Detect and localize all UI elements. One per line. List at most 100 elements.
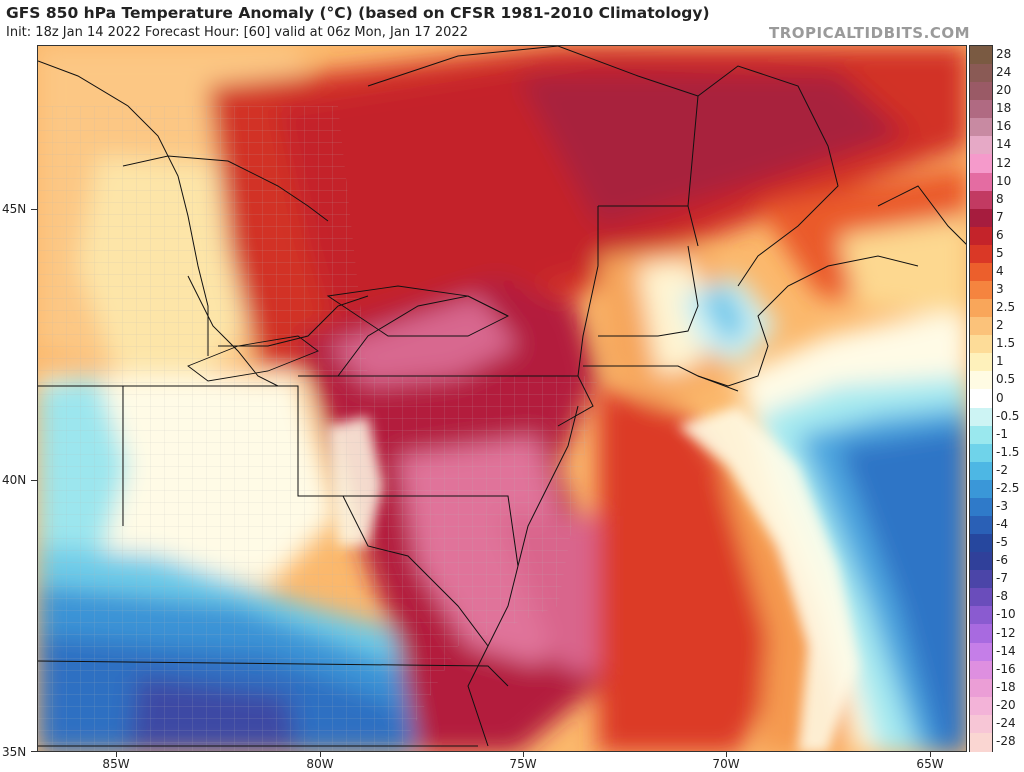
colorbar-label: 2.5 xyxy=(996,300,1016,315)
colorbar-swatch xyxy=(970,678,992,698)
lon-tick xyxy=(726,752,727,757)
colorbar-swatch xyxy=(970,118,992,138)
colorbar-label: 4 xyxy=(996,263,1004,278)
anomaly-map xyxy=(37,45,967,752)
colorbar-label: 16 xyxy=(996,119,1012,134)
colorbar-label: 18 xyxy=(996,101,1012,116)
lon-tick xyxy=(320,752,321,757)
lat-label-35n: 35N xyxy=(2,745,27,759)
lon-tick xyxy=(523,752,524,757)
colorbar-label: 10 xyxy=(996,173,1012,188)
colorbar-label: 12 xyxy=(996,155,1012,170)
colorbar-swatch xyxy=(970,516,992,535)
colorbar-swatch xyxy=(970,46,992,65)
colorbar-swatch xyxy=(970,136,992,156)
lon-tick xyxy=(930,752,931,757)
colorbar-label: -18 xyxy=(996,679,1016,694)
colorbar-label: -14 xyxy=(996,643,1016,658)
colorbar-label: -24 xyxy=(996,715,1016,730)
colorbar-swatch xyxy=(970,299,992,319)
colorbar-swatch xyxy=(970,588,992,608)
colorbar-swatch xyxy=(970,226,992,246)
lat-label-45n: 45N xyxy=(2,202,27,216)
colorbar-swatch xyxy=(970,570,992,590)
colorbar-label: -0.5 xyxy=(996,408,1020,423)
colorbar-label: 8 xyxy=(996,191,1004,206)
colorbar-label: 0 xyxy=(996,390,1004,405)
colorbar-swatch xyxy=(970,262,992,282)
colorbar-label: -1.5 xyxy=(996,444,1020,459)
colorbar-swatch xyxy=(970,154,992,174)
colorbar-label: 2 xyxy=(996,318,1004,333)
lon-label-65w: 65W xyxy=(916,757,944,771)
colorbar-label: -3 xyxy=(996,498,1008,513)
colorbar xyxy=(969,45,993,752)
colorbar-label: 24 xyxy=(996,65,1012,80)
colorbar-label: -8 xyxy=(996,589,1008,604)
colorbar-label: -5 xyxy=(996,535,1008,550)
colorbar-swatch xyxy=(970,407,992,427)
colorbar-label: -2 xyxy=(996,462,1008,477)
colorbar-label: -6 xyxy=(996,553,1008,568)
colorbar-label: 7 xyxy=(996,209,1004,224)
colorbar-swatch xyxy=(970,64,992,84)
lat-tick xyxy=(31,751,37,752)
colorbar-swatch xyxy=(970,461,992,481)
colorbar-label: 1 xyxy=(996,354,1004,369)
colorbar-label: 1.5 xyxy=(996,336,1016,351)
map-title: GFS 850 hPa Temperature Anomaly (°C) (ba… xyxy=(6,4,710,22)
lon-label-75w: 75W xyxy=(509,757,537,771)
colorbar-swatch xyxy=(970,696,992,716)
colorbar-label: 14 xyxy=(996,137,1012,152)
lon-tick xyxy=(116,752,117,757)
colorbar-swatch xyxy=(970,552,992,572)
forecast-info: Init: 18z Jan 14 2022 Forecast Hour: [60… xyxy=(6,25,468,40)
colorbar-label: 3 xyxy=(996,282,1004,297)
colorbar-label: 0.5 xyxy=(996,372,1016,387)
colorbar-swatch xyxy=(970,172,992,192)
colorbar-swatch xyxy=(970,425,992,445)
lon-label-80w: 80W xyxy=(306,757,334,771)
colorbar-swatch xyxy=(970,371,992,391)
colorbar-swatch xyxy=(970,208,992,228)
colorbar-label: 6 xyxy=(996,227,1004,242)
lat-tick xyxy=(31,209,37,210)
colorbar-swatch xyxy=(970,660,992,680)
site-watermark: TROPICALTIDBITS.COM xyxy=(769,24,970,42)
colorbar-label: -28 xyxy=(996,733,1016,748)
colorbar-label: 20 xyxy=(996,83,1012,98)
colorbar-swatch xyxy=(970,244,992,264)
colorbar-label: -7 xyxy=(996,571,1008,586)
colorbar-swatch xyxy=(970,497,992,517)
lon-label-70w: 70W xyxy=(712,757,740,771)
colorbar-swatch xyxy=(970,714,992,734)
anomaly-map-canvas xyxy=(38,46,966,751)
colorbar-swatch xyxy=(970,606,992,626)
colorbar-label: -1 xyxy=(996,426,1008,441)
colorbar-swatch xyxy=(970,624,992,644)
colorbar-swatch xyxy=(970,82,992,102)
colorbar-label: -12 xyxy=(996,625,1016,640)
colorbar-swatch xyxy=(970,281,992,300)
colorbar-label: -20 xyxy=(996,697,1016,712)
colorbar-swatch xyxy=(970,732,992,752)
colorbar-label: -4 xyxy=(996,517,1008,532)
colorbar-swatch xyxy=(970,389,992,409)
lat-tick xyxy=(31,480,37,481)
colorbar-label: -10 xyxy=(996,607,1016,622)
colorbar-swatch xyxy=(970,335,992,355)
colorbar-swatch xyxy=(970,479,992,499)
lon-label-85w: 85W xyxy=(102,757,130,771)
colorbar-label: -16 xyxy=(996,661,1016,676)
colorbar-swatch xyxy=(970,534,992,554)
colorbar-label: 5 xyxy=(996,245,1004,260)
lat-label-40n: 40N xyxy=(2,473,27,487)
colorbar-swatch xyxy=(970,353,992,373)
colorbar-swatch xyxy=(970,100,992,120)
colorbar-label: -2.5 xyxy=(996,480,1020,495)
colorbar-swatch xyxy=(970,642,992,662)
colorbar-swatch xyxy=(970,443,992,463)
colorbar-label: 28 xyxy=(996,47,1012,62)
colorbar-swatch xyxy=(970,190,992,210)
colorbar-swatch xyxy=(970,317,992,337)
